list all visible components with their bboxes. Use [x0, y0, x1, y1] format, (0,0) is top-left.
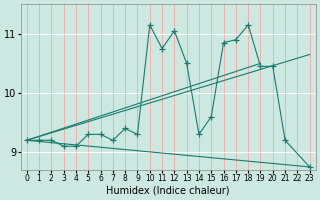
X-axis label: Humidex (Indice chaleur): Humidex (Indice chaleur)	[107, 186, 230, 196]
